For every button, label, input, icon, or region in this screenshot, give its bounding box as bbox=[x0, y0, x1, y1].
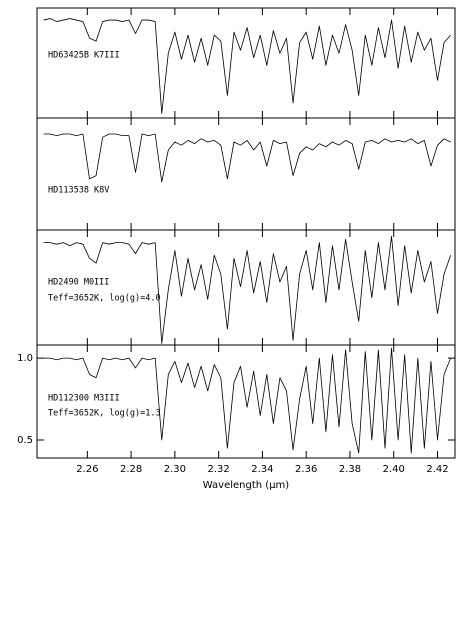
star-label: Teff=3652K, log(g)=1.3 bbox=[48, 409, 161, 419]
x-tick-label: 2.42 bbox=[426, 464, 448, 475]
x-axis-label: Wavelength (μm) bbox=[203, 480, 290, 491]
star-label: HD63425B K7III bbox=[48, 51, 120, 61]
y-tick-label: 1.0 bbox=[17, 353, 33, 364]
x-tick-label: 2.40 bbox=[383, 464, 405, 475]
spectrum-line bbox=[43, 235, 451, 344]
star-label: HD2490 M0III bbox=[48, 278, 109, 288]
x-tick-label: 2.36 bbox=[295, 464, 317, 475]
x-tick-label: 2.34 bbox=[251, 464, 273, 475]
spectrum-line bbox=[43, 347, 451, 454]
x-tick-label: 2.26 bbox=[76, 464, 98, 475]
x-tick-label: 2.32 bbox=[208, 464, 230, 475]
star-label: Teff=3652K, log(g)=4.0 bbox=[48, 294, 161, 304]
x-tick-label: 2.30 bbox=[164, 464, 186, 475]
y-tick-label: 0.5 bbox=[17, 435, 33, 446]
star-label: HD113538 K8V bbox=[48, 186, 109, 196]
x-tick-label: 2.38 bbox=[339, 464, 361, 475]
star-label: HD112300 M3III bbox=[48, 394, 120, 404]
x-tick-label: 2.28 bbox=[120, 464, 142, 475]
panel-frame bbox=[36, 117, 456, 231]
spectrum-line bbox=[43, 133, 451, 183]
panel-frame bbox=[36, 344, 456, 459]
spectrum-line bbox=[43, 18, 451, 114]
